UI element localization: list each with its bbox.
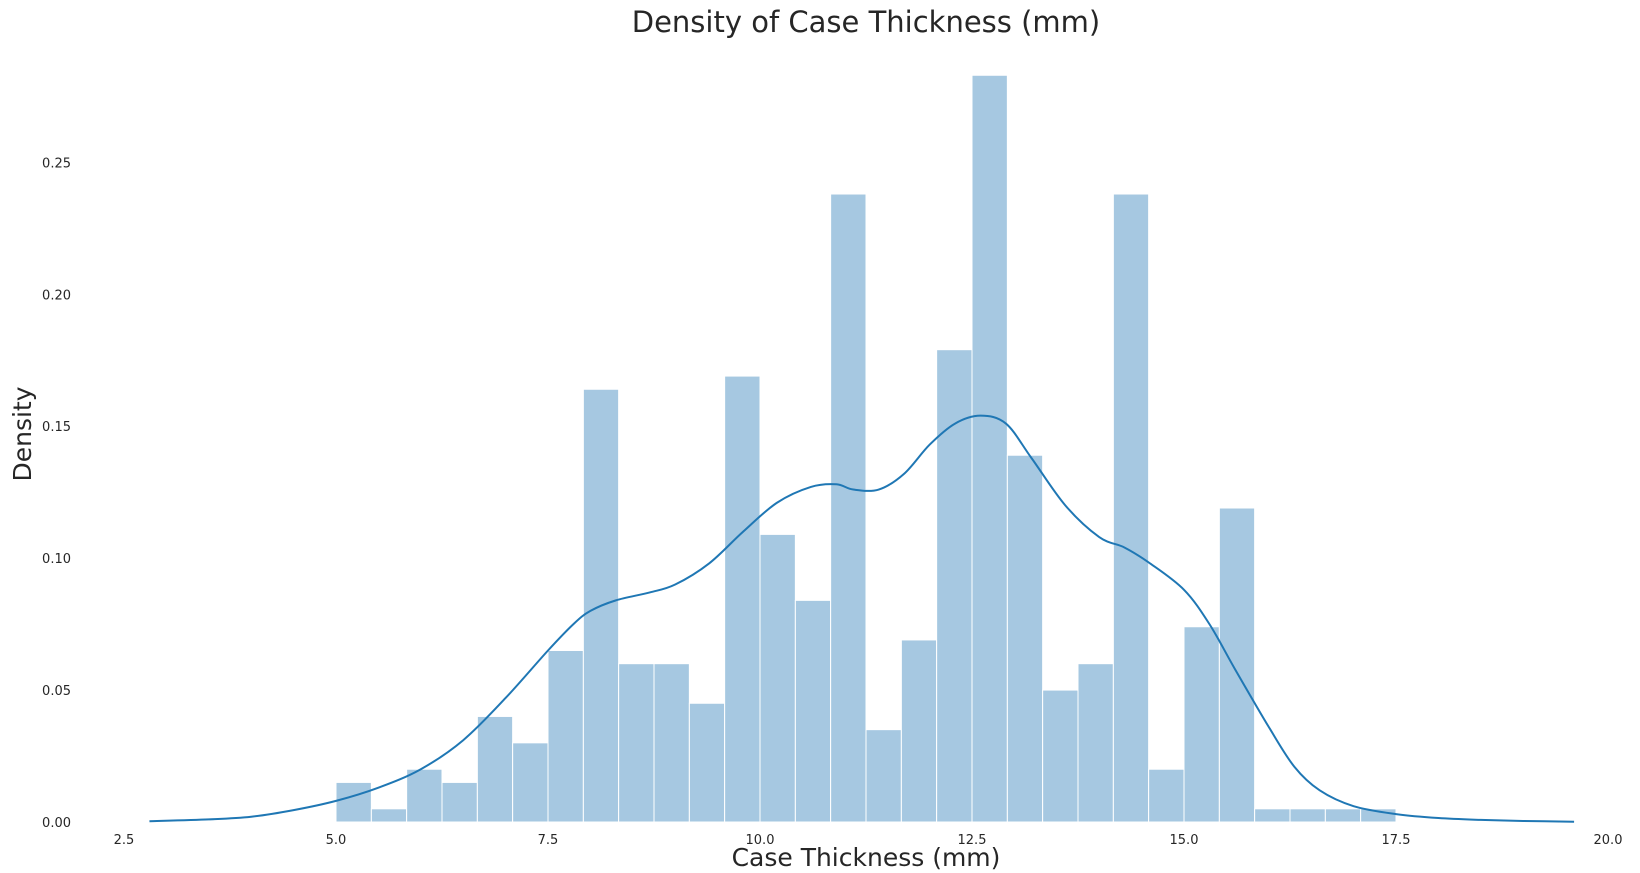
- histogram-bar: [1289, 808, 1326, 823]
- histogram-bar: [794, 599, 832, 823]
- y-tick-label: 0.05: [42, 684, 71, 699]
- histogram-bar: [759, 533, 796, 823]
- y-tick-label: 0.00: [42, 816, 71, 831]
- y-tick-labels: 0.00 0.05 0.10 0.15 0.20 0.25: [42, 156, 71, 831]
- histogram-bar: [1183, 626, 1220, 823]
- histogram-bar: [724, 375, 761, 823]
- y-tick-label: 0.25: [42, 156, 71, 171]
- histogram-bar: [476, 715, 514, 823]
- histogram-bar: [1218, 507, 1256, 823]
- histogram-bar: [406, 768, 443, 823]
- histogram-bars: [335, 74, 1397, 823]
- histogram-bar: [900, 639, 938, 823]
- x-tick-labels: 2.5 5.0 7.5 10.0 12.5 15.0 17.5 20.0: [114, 833, 1623, 848]
- histogram-bar: [512, 742, 549, 823]
- histogram-bar: [936, 349, 973, 823]
- y-tick-label: 0.10: [42, 552, 71, 567]
- x-tick-label: 20.0: [1594, 833, 1623, 848]
- histogram-bar: [370, 808, 408, 823]
- x-axis-label: Case Thickness (mm): [732, 843, 1001, 872]
- histogram-bar: [1077, 663, 1114, 823]
- y-tick-label: 0.15: [42, 420, 71, 435]
- y-axis-label: Density: [8, 386, 37, 481]
- x-tick-label: 12.5: [958, 833, 987, 848]
- y-tick-label: 0.20: [42, 288, 71, 303]
- kde-curve: [149, 414, 1575, 823]
- histogram-bar: [335, 781, 372, 823]
- histogram-bar: [1006, 454, 1044, 823]
- x-tick-label: 7.5: [538, 833, 559, 848]
- histogram-bar: [653, 663, 690, 823]
- x-tick-label: 10.0: [746, 833, 775, 848]
- histogram-bar: [1254, 808, 1291, 823]
- x-tick-label: 17.5: [1382, 833, 1411, 848]
- histogram-bar: [1324, 808, 1362, 823]
- x-tick-label: 5.0: [326, 833, 347, 848]
- chart-title: Density of Case Thickness (mm): [632, 5, 1101, 39]
- histogram-bar: [1042, 689, 1079, 823]
- histogram-bar: [441, 781, 478, 823]
- histogram-bar: [1148, 768, 1185, 823]
- x-tick-label: 15.0: [1170, 833, 1199, 848]
- histogram-bar: [688, 702, 726, 823]
- histogram-bar: [865, 729, 902, 823]
- histogram-bar: [830, 193, 867, 823]
- x-tick-label: 2.5: [114, 833, 135, 848]
- histogram-bar: [971, 74, 1008, 823]
- histogram-bar: [1112, 193, 1150, 823]
- histogram-bar: [547, 649, 584, 823]
- histogram-bar: [618, 663, 655, 823]
